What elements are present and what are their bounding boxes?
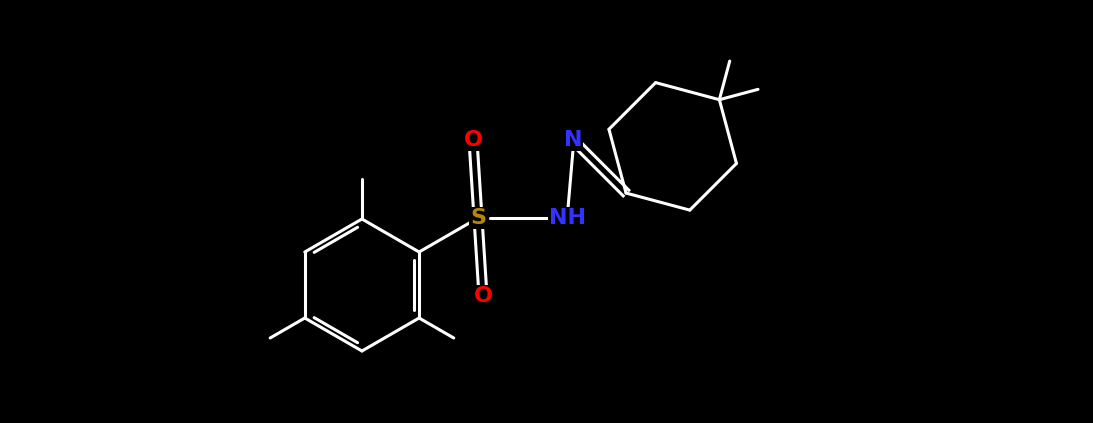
Text: O: O [473,286,493,306]
Text: S: S [470,208,486,228]
Text: O: O [463,130,482,150]
Text: NH: NH [550,208,587,228]
Text: N: N [564,130,583,150]
